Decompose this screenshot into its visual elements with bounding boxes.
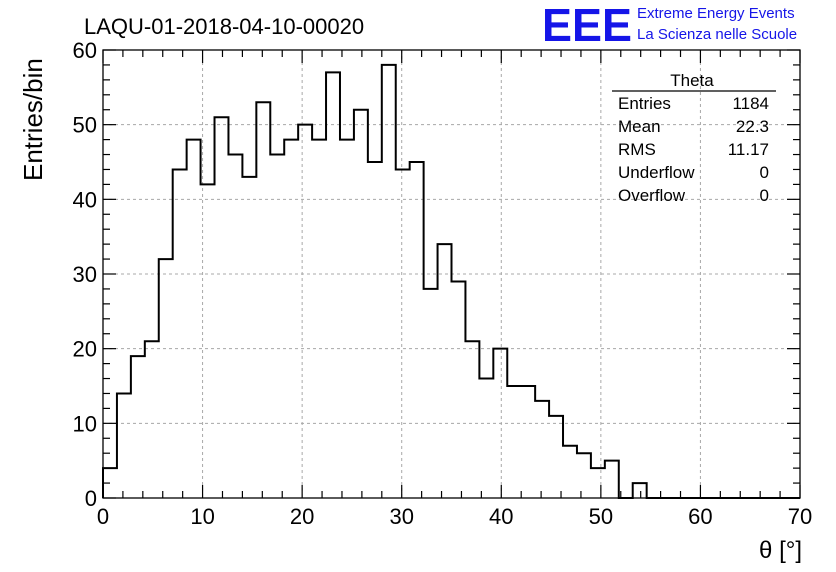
stats-row-label: Entries [618, 94, 671, 113]
axis-ticks [102, 49, 801, 499]
stats-title: Theta [670, 71, 714, 90]
y-tick-label: 10 [73, 411, 97, 436]
x-tick-label: 30 [389, 504, 413, 529]
histogram-bin [242, 177, 256, 498]
eee-logo-line2: La Scienza nelle Scuole [637, 26, 797, 43]
x-tick-labels: 0 10 20 30 40 50 60 70 [97, 504, 812, 529]
histogram-bin [173, 169, 187, 498]
histogram-bin [284, 140, 298, 498]
eee-logo-line1: Extreme Energy Events [637, 5, 795, 22]
histogram-bin [215, 117, 229, 498]
histogram-bin [340, 140, 354, 498]
histogram-bin [507, 386, 521, 498]
histogram-bin [354, 110, 368, 498]
histogram-bin [535, 401, 549, 498]
histogram-bin [312, 140, 326, 498]
stats-row-value: 1184 [732, 94, 769, 113]
stats-row-value: 0 [760, 186, 769, 205]
x-tick-label: 40 [489, 504, 513, 529]
y-tick-label: 50 [73, 113, 97, 138]
histogram-bin [452, 281, 466, 498]
eee-logo: EEE [542, 0, 632, 51]
stats-rows: Entries 1184 Mean 22.3 RMS 11.17 Underflow 0 Ove… [618, 94, 769, 205]
x-tick-label: 60 [688, 504, 712, 529]
stats-row-value: 0 [760, 163, 769, 182]
histogram-bin [563, 446, 577, 498]
run-title: LAQU-01-2018-04-10-00020 [84, 14, 364, 39]
x-tick-label: 0 [97, 504, 109, 529]
histogram-bin [605, 461, 619, 498]
stats-row-value: 11.17 [728, 140, 769, 159]
histogram-bin [577, 453, 591, 498]
histogram-bin [424, 289, 438, 498]
histogram-bin [131, 356, 145, 498]
x-tick-label: 20 [290, 504, 314, 529]
stats-row-label: RMS [618, 140, 656, 159]
histogram-bin [382, 65, 396, 498]
histogram-bin [145, 341, 159, 498]
y-axis-label: Entries/bin [18, 58, 48, 181]
histogram-bin [410, 162, 424, 498]
histogram-bin [117, 393, 131, 498]
histogram-bin [521, 386, 535, 498]
histogram-bin [465, 341, 479, 498]
histogram-series [102, 63, 800, 499]
histogram-bin [256, 102, 270, 498]
histogram-bin [591, 468, 605, 498]
histogram-bin [187, 140, 201, 498]
x-tick-label: 50 [589, 504, 613, 529]
stats-row-value: 22.3 [736, 117, 769, 136]
histogram-bin [479, 379, 493, 498]
histogram-bin [368, 162, 382, 498]
y-tick-label: 60 [73, 38, 97, 63]
stats-row-label: Mean [618, 117, 661, 136]
stats-box: Theta Entries 1184 Mean 22.3 RMS 11.17 Underfl… [612, 71, 776, 205]
histogram-bin [549, 416, 563, 498]
stats-row-label: Overflow [618, 186, 686, 205]
y-tick-label: 40 [73, 187, 97, 212]
y-tick-label: 0 [85, 486, 97, 511]
histogram-bin [298, 125, 312, 498]
histogram-bin [159, 259, 173, 498]
histogram-bin [270, 155, 284, 498]
histogram-bin [633, 483, 647, 498]
x-tick-label: 10 [190, 504, 214, 529]
histogram-outline [102, 63, 800, 499]
y-tick-label: 30 [73, 262, 97, 287]
stats-row-label: Underflow [618, 163, 695, 182]
y-tick-label: 20 [73, 337, 97, 362]
histogram-bin [228, 155, 242, 498]
x-tick-label: 70 [788, 504, 812, 529]
histogram-bin [438, 244, 452, 498]
y-tick-labels: 0 10 20 30 40 50 60 [73, 38, 97, 511]
histogram-bin [396, 169, 410, 498]
x-axis-label: θ [°] [759, 537, 802, 564]
histogram-bin [326, 72, 340, 498]
